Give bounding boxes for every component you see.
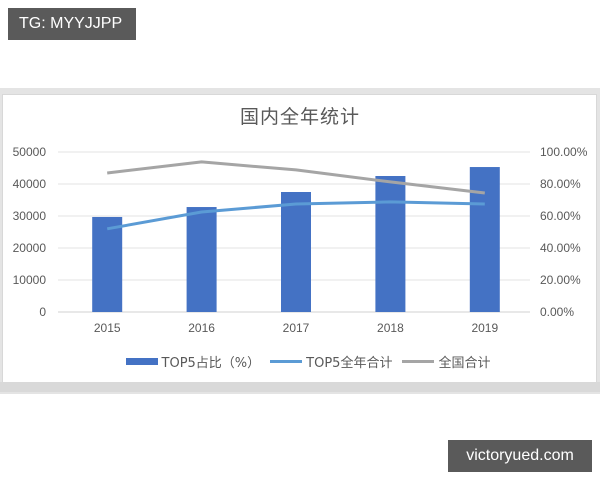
chart-title: 国内全年统计 [239, 106, 360, 128]
right-axis: 0.00% 20.00% 40.00% 60.00% 80.00% 100.00% [540, 145, 588, 319]
right-axis-tick: 0.00% [540, 305, 574, 319]
bar-series [92, 167, 500, 312]
bar [92, 216, 123, 312]
legend-bar-swatch [125, 358, 158, 365]
x-axis-tick: 2019 [471, 321, 498, 335]
x-axis-tick: 2018 [377, 321, 404, 335]
left-axis: 0 10000 20000 30000 40000 50000 [13, 145, 47, 319]
watermark-bottom: victoryued.com [448, 440, 592, 472]
bar [375, 176, 406, 312]
chart-legend: TOP5占比（%） TOP5全年合计 全国合计 [0, 352, 600, 371]
x-axis-tick: 2016 [188, 321, 215, 335]
bar [469, 167, 500, 312]
line [107, 160, 485, 195]
x-axis: 2015 2016 2017 2018 2019 [94, 321, 499, 335]
legend-item-top5-share: TOP5占比（%） [125, 352, 261, 371]
left-axis-tick: 10000 [13, 273, 47, 287]
left-axis-tick: 50000 [13, 145, 47, 159]
legend-label: TOP5占比（%） [161, 356, 261, 371]
legend-item-top5-total: TOP5全年合计 [270, 352, 392, 371]
bar [186, 207, 217, 312]
right-axis-tick: 60.00% [540, 209, 581, 223]
right-axis-tick: 40.00% [540, 241, 581, 255]
right-axis-tick: 20.00% [540, 273, 581, 287]
line-series [106, 160, 485, 231]
legend-label: 全国合计 [438, 356, 491, 371]
line [106, 200, 485, 231]
x-axis-tick: 2015 [94, 321, 121, 335]
right-axis-tick: 100.00% [540, 145, 588, 159]
x-axis-tick: 2017 [283, 321, 310, 335]
bar [281, 192, 311, 312]
legend-label: TOP5全年合计 [306, 356, 393, 371]
legend-line-swatch [270, 360, 303, 363]
legend-line-swatch [402, 360, 435, 363]
left-axis-tick: 0 [39, 305, 46, 319]
left-axis-tick: 40000 [13, 177, 47, 191]
right-axis-tick: 80.00% [540, 177, 581, 191]
chart-bottom-border [0, 382, 600, 392]
left-axis-tick: 20000 [13, 241, 47, 255]
left-axis-tick: 30000 [13, 209, 47, 223]
watermark-top: TG: MYYJJPP [8, 8, 136, 40]
legend-item-national-total: 全国合计 [402, 352, 490, 371]
